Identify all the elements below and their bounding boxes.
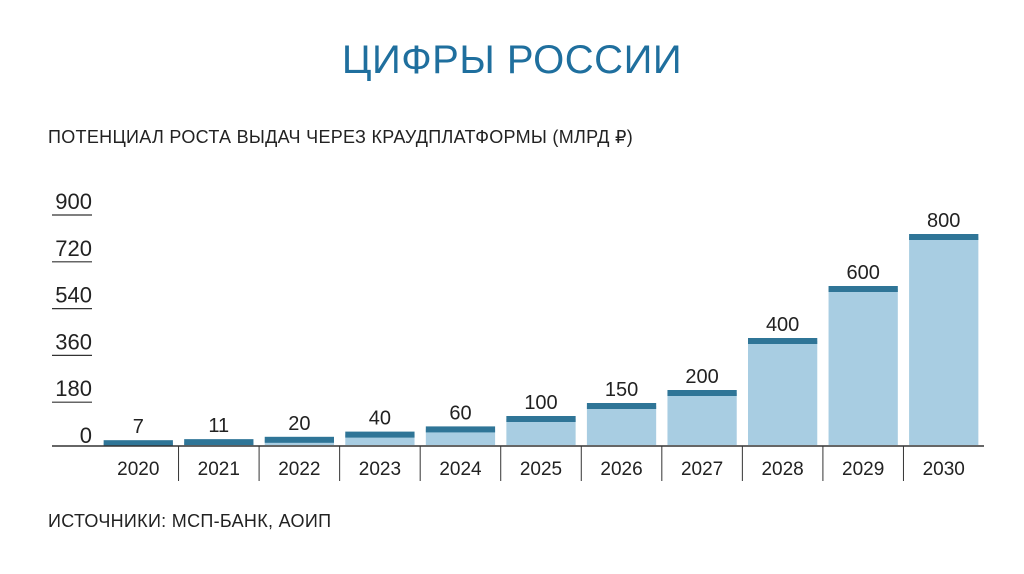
bar-2029 <box>828 289 898 445</box>
x-tick-label: 2025 <box>520 459 562 480</box>
data-label: 600 <box>846 262 879 284</box>
bar-cap-2025 <box>506 416 576 422</box>
y-axis: 0 180 360 540 720 900 <box>52 189 92 448</box>
bar-2030 <box>909 237 979 445</box>
bar-cap-2026 <box>586 403 657 409</box>
data-label: 150 <box>605 379 638 401</box>
x-tick-label: 2021 <box>198 459 240 480</box>
x-tick-label: 2022 <box>278 459 320 480</box>
x-tick-label: 2027 <box>681 459 723 480</box>
bar-2024 <box>425 429 496 445</box>
x-axis: 2020 2021 2022 2023 2024 2025 2026 2027 2028 2029… <box>52 445 984 481</box>
data-label: 60 <box>449 402 471 424</box>
data-label: 400 <box>766 314 799 336</box>
bar-cap-2021 <box>184 439 254 446</box>
x-tick-label: 2023 <box>359 459 401 480</box>
x-tick-label: 2020 <box>117 459 159 480</box>
data-label: 11 <box>208 415 229 437</box>
data-label: 800 <box>927 210 960 232</box>
x-tick-label: 2024 <box>439 459 482 480</box>
bar-cap-2024 <box>425 426 496 433</box>
bar-2028 <box>748 341 818 445</box>
bar-cap-2029 <box>828 286 898 292</box>
data-label: 20 <box>288 413 310 435</box>
chart-subtitle: ПОТЕНЦИАЛ РОСТА ВЫДАЧ ЧЕРЕЗ КРАУДПЛАТФОР… <box>48 127 634 147</box>
bar-2025 <box>506 419 576 445</box>
source-note: ИСТОЧНИКИ: МСП-БАНК, АОИП <box>48 511 332 531</box>
bar-cap-2020 <box>103 440 173 447</box>
bar-2023 <box>345 434 415 445</box>
data-label: 40 <box>369 408 391 430</box>
bar-cap-2030 <box>909 234 979 240</box>
data-label: 100 <box>524 392 557 414</box>
x-tick-label: 2029 <box>842 459 884 480</box>
slide-title: ЦИФРЫ РОССИИ <box>341 38 683 82</box>
data-label: 7 <box>133 416 144 438</box>
bar-2026 <box>586 406 657 445</box>
x-tick-label: 2030 <box>923 459 965 480</box>
bar-2027 <box>667 393 737 445</box>
y-tick-label: 180 <box>55 376 92 401</box>
y-tick-label: 360 <box>55 329 92 354</box>
bar-cap-2023 <box>345 431 415 438</box>
bar-cap-2022 <box>264 436 334 443</box>
bars: 7 11 20 40 60 100 150 200 400 600 800 <box>103 210 979 447</box>
bar-cap-2028 <box>748 338 818 344</box>
x-tick-label: 2026 <box>600 459 642 480</box>
y-tick-label: 540 <box>55 283 92 308</box>
data-label: 200 <box>685 366 718 388</box>
y-tick-label: 0 <box>80 423 92 448</box>
y-tick-label: 720 <box>55 236 92 261</box>
x-tick-label: 2028 <box>761 459 803 480</box>
bar-cap-2027 <box>667 390 737 396</box>
y-tick-label: 900 <box>55 189 92 214</box>
